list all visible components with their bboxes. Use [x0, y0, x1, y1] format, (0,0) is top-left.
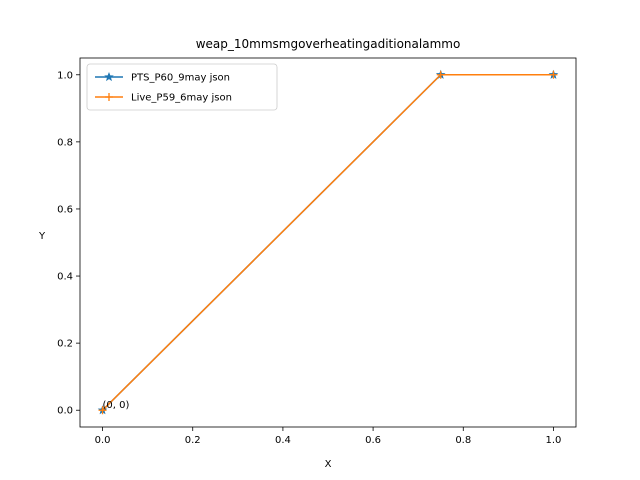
- legend-marker: [104, 71, 114, 82]
- plot-area: 0.0 0.2 0.4 0.6 0.8 1.0 0.0 0.2 0.4 0.6 0.8 1.0 (0, …: [57, 57, 577, 446]
- x-tick-label: 0.8: [455, 435, 471, 446]
- y-axis-label: Y: [38, 231, 46, 242]
- y-tick-label: 0.4: [57, 272, 73, 283]
- x-tick-label: 1.0: [546, 435, 562, 446]
- y-tick-label: 1.0: [57, 70, 73, 81]
- point-annotation: (0, 0): [103, 400, 130, 411]
- x-tick-label: 0.4: [275, 435, 291, 446]
- legend-label: PTS_P60_9may json: [131, 73, 230, 84]
- x-tick-label: 0.6: [365, 435, 381, 446]
- y-tick-label: 0.2: [57, 339, 73, 350]
- legend-marker: [105, 93, 113, 101]
- x-tick-label: 0.2: [185, 435, 201, 446]
- data-point: [549, 70, 558, 79]
- x-tick-label: 0.0: [95, 435, 111, 446]
- y-tick-label: 0.0: [57, 406, 73, 417]
- y-tick-label: 0.8: [57, 137, 73, 148]
- chart-title: weap_10mmsmgoverheatingaditionalammo: [196, 37, 461, 51]
- legend-label: Live_P59_6may json: [131, 93, 232, 104]
- x-axis-label: X: [325, 459, 332, 470]
- legend-box: [86, 63, 278, 111]
- data-point: [98, 406, 107, 415]
- legend: PTS_P60_9may json Live_P59_6may json: [86, 63, 278, 111]
- axes-frame: [79, 57, 577, 428]
- data-point: [436, 70, 445, 79]
- y-tick-label: 0.6: [57, 204, 73, 215]
